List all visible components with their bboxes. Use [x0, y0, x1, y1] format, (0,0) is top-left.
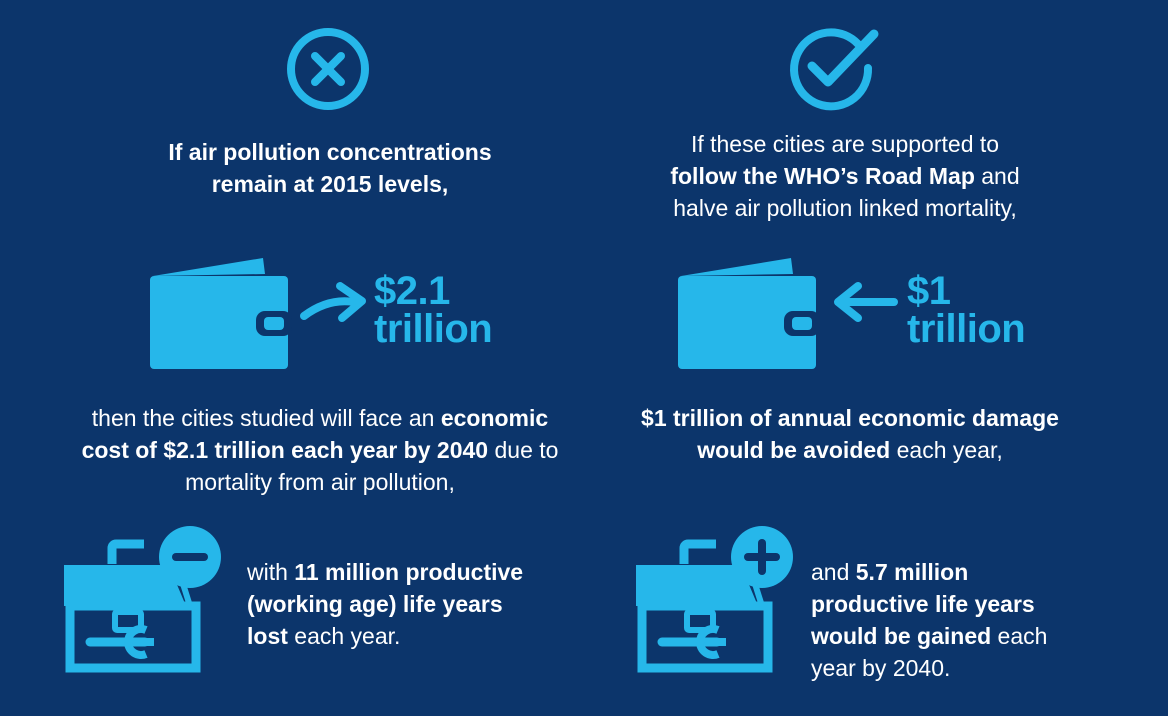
right-amount: $1 trillion — [907, 269, 1026, 351]
arrow-left-icon — [834, 282, 898, 322]
right-life-years-text: and 5.7 million productive life years wo… — [811, 559, 1048, 681]
briefcase-plus-icon — [636, 526, 793, 673]
wallet-icon — [678, 258, 820, 369]
briefcase-minus-icon — [64, 526, 221, 673]
x-circle-icon — [287, 28, 369, 110]
left-outcome-text: then the cities studied will face an eco… — [81, 405, 559, 495]
left-life-years-text: with 11 million productive (working age)… — [247, 559, 524, 649]
check-circle-icon — [790, 28, 879, 111]
left-amount: $2.1 trillion — [374, 269, 493, 351]
right-outcome-text: $1 trillion of annual economic damage wo… — [641, 405, 1059, 463]
arrow-right-icon — [300, 282, 366, 322]
wallet-icon — [150, 258, 292, 369]
right-intro-text: If these cities are supported to follow … — [670, 131, 1020, 221]
left-intro-text: If air pollution concentrations remain a… — [168, 139, 492, 197]
